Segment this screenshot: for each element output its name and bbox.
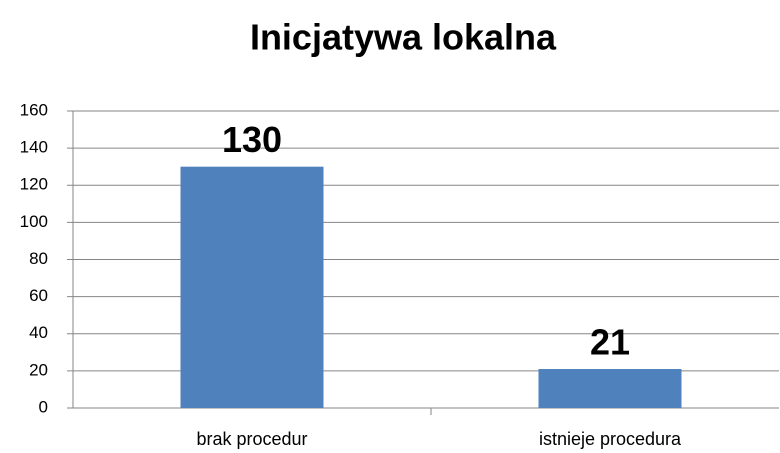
chart-title: Inicjatywa lokalna [250, 17, 557, 58]
x-tick-label: brak procedur [196, 429, 307, 449]
bar [180, 166, 324, 408]
y-tick-label: 120 [20, 175, 48, 194]
y-tick-label: 0 [39, 397, 48, 416]
data-label: 130 [222, 119, 282, 160]
y-tick-label: 100 [20, 212, 48, 231]
y-tick-label: 20 [29, 360, 48, 379]
bar [538, 369, 682, 408]
y-tick-label: 140 [20, 138, 48, 157]
data-label: 21 [590, 322, 630, 363]
y-tick-label: 60 [29, 286, 48, 305]
y-tick-label: 80 [29, 249, 48, 268]
y-tick-label: 160 [20, 100, 48, 119]
x-tick-label: istnieje procedura [539, 429, 682, 449]
y-tick-label: 40 [29, 323, 48, 342]
